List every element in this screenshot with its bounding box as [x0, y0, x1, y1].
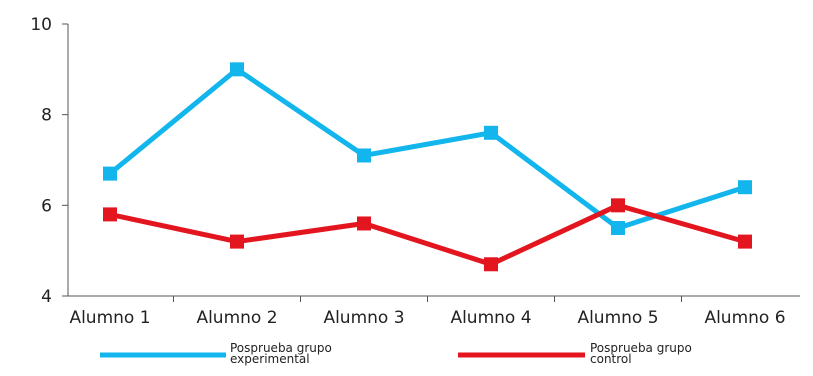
legend-label: experimental [230, 352, 310, 366]
data-point [484, 125, 498, 140]
legend-label: control [590, 352, 632, 366]
x-category-label: Alumno 6 [704, 308, 785, 328]
data-point [103, 166, 117, 181]
x-category-label: Alumno 1 [69, 308, 150, 328]
series-1 [103, 62, 752, 235]
x-category-label: Alumno 3 [323, 308, 404, 328]
plot-area [103, 62, 752, 272]
legend-label: Posprueba grupo [590, 341, 692, 355]
data-point [611, 221, 625, 235]
data-point [357, 216, 371, 231]
series-line [108, 66, 746, 231]
data-point [738, 234, 752, 249]
x-category-label: Alumno 2 [196, 308, 277, 328]
data-point [738, 180, 752, 195]
data-point [230, 234, 244, 249]
data-point [484, 257, 498, 272]
data-point [103, 207, 117, 222]
data-point [230, 62, 244, 77]
y-tick-label: 6 [41, 196, 52, 216]
x-category-label: Alumno 4 [450, 308, 531, 328]
x-category-label: Alumno 5 [577, 308, 658, 328]
data-point [357, 148, 371, 163]
y-tick-label: 8 [41, 106, 52, 126]
series-line [109, 202, 746, 267]
y-tick-label: 4 [41, 287, 52, 307]
series-2 [103, 198, 752, 272]
axes: 4 6 8 10 Alumno 1 Alumno 2 Alumno 3 Alumno 4 Alu… [30, 15, 800, 328]
legend-label: Posprueba grupo [230, 341, 332, 355]
data-point [611, 198, 625, 213]
y-tick-label: 10 [30, 15, 52, 35]
